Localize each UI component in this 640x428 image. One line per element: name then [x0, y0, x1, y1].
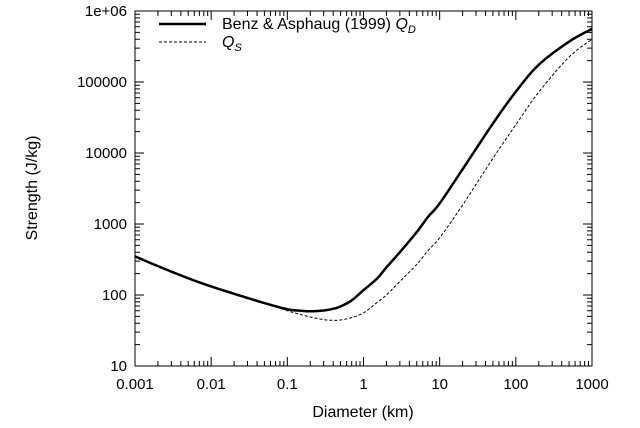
legend-label: QS	[222, 34, 242, 54]
x-tick-label: 0.1	[277, 376, 298, 393]
legend-label: Benz & Asphaug (1999) QD	[222, 16, 416, 36]
qd-line	[134, 27, 593, 313]
y-tick-label: 1e+06	[85, 3, 127, 20]
y-tick-label: 10000	[85, 145, 127, 162]
series-lines	[134, 27, 593, 321]
x-tick-label: 100	[503, 376, 528, 393]
qs-line	[134, 38, 593, 321]
y-tick-label: 100000	[77, 74, 127, 91]
y-tick-label: 100	[102, 287, 127, 304]
y-tick-label: 1000	[94, 216, 127, 233]
axis-ticks	[134, 10, 593, 367]
y-tick-label: 10	[110, 358, 127, 375]
x-tick-label: 1	[359, 376, 367, 393]
x-tick-label: 0.01	[197, 376, 226, 393]
tick-labels: 0.001 0.01 0.1 1 10 100 1000 10 100 1000 10000 1000…	[77, 3, 609, 393]
x-tick-label: 0.001	[116, 376, 154, 393]
y-axis-label: Strength (J/kg)	[24, 136, 41, 241]
x-tick-label: 10	[431, 376, 448, 393]
x-tick-label: 1000	[575, 376, 608, 393]
x-axis-label: Diameter (km)	[312, 404, 413, 421]
